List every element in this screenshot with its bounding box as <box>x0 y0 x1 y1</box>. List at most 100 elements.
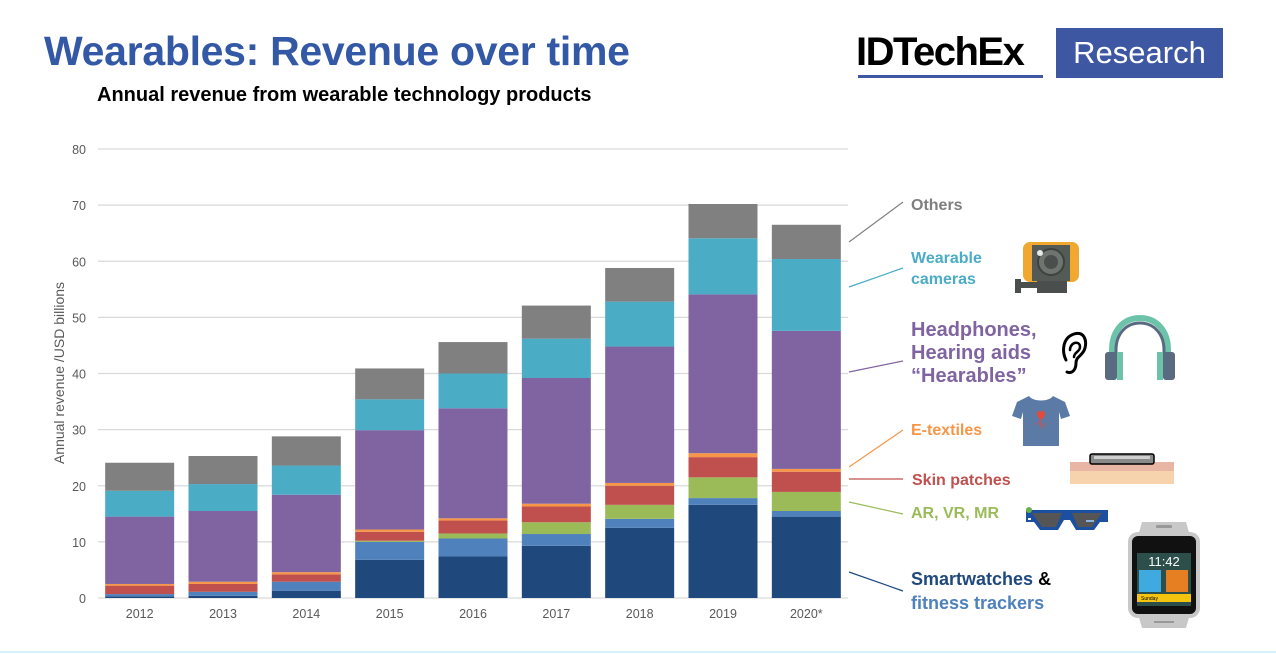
bar-segment <box>271 581 341 591</box>
legend-leader-lines <box>848 201 904 592</box>
bar-segment <box>271 436 341 466</box>
legend-hearables-line2: Hearing aids <box>911 342 1032 364</box>
bar-segment <box>605 267 675 302</box>
ear-icon <box>1062 331 1088 374</box>
legend-cameras-line2: cameras <box>911 271 976 288</box>
bar-segment <box>355 430 425 530</box>
chart-subtitle: Annual revenue from wearable technology … <box>97 84 592 106</box>
bar-segment <box>105 490 175 517</box>
legend-others: Others <box>911 197 963 214</box>
bar-segment <box>188 591 258 596</box>
legend-hearables-line1: Headphones, <box>911 319 1037 341</box>
legend-leader-line <box>848 571 904 592</box>
x-axis-ticks: 2012 2013 2014 2015 2016 2017 2018 2019 2020* <box>126 607 823 621</box>
watch-day: Sunday <box>1141 596 1158 602</box>
bar-stack <box>355 368 425 598</box>
legend-leader-line <box>848 201 904 243</box>
bar-segment <box>688 498 758 505</box>
bar-segment <box>271 574 341 582</box>
bar-segment <box>271 590 341 598</box>
bar-segment <box>688 477 758 499</box>
legend-cameras-line1: Wearable <box>911 250 982 267</box>
bar-segment <box>438 408 508 519</box>
bar-segment <box>771 224 841 260</box>
legend-leader-line <box>848 501 904 515</box>
legend-smartwatches: Smartwatches <box>911 569 1034 589</box>
headphones-icon <box>1105 314 1175 380</box>
x-tick-label: 2015 <box>376 607 404 621</box>
bar-segment <box>105 462 175 491</box>
legend-wearable-cameras: Wearable cameras <box>911 248 982 290</box>
bar-segment <box>688 457 758 478</box>
x-tick-label: 2012 <box>126 607 154 621</box>
logo-underline <box>858 75 1043 78</box>
x-tick-label: 2019 <box>709 607 737 621</box>
bar-segment <box>355 531 425 541</box>
bar-segment <box>105 516 175 584</box>
bar-stack <box>105 462 175 598</box>
y-tick-label: 0 <box>79 592 86 606</box>
x-tick-label: 2018 <box>626 607 654 621</box>
bar-segment <box>521 305 591 339</box>
bar-segment <box>438 342 508 374</box>
bar-segment <box>355 529 425 532</box>
bar-segment <box>271 465 341 495</box>
y-axis-label: Annual revenue /USD billions <box>51 282 67 464</box>
bar-segment <box>438 556 508 598</box>
legend-skin-patches: Skin patches <box>912 472 1011 489</box>
legend-fitness-trackers: fitness trackers <box>911 593 1045 613</box>
x-tick-label: 2016 <box>459 607 487 621</box>
x-tick-label: 2020* <box>790 607 823 621</box>
bar-segment <box>438 373 508 409</box>
bar-segment <box>521 534 591 546</box>
bar-segment <box>271 494 341 573</box>
bar-segment <box>355 368 425 400</box>
bar-segment <box>605 301 675 347</box>
bar-segment <box>771 516 841 598</box>
bar-segment <box>438 518 508 521</box>
bar-segment <box>355 399 425 431</box>
bar-segment <box>688 294 758 454</box>
legend-leader-line <box>848 267 904 288</box>
legend-hearables: Headphones, Hearing aids “Hearables” <box>911 319 1037 388</box>
bar-segment <box>438 520 508 534</box>
legend-leader-line <box>848 360 904 373</box>
bar-segment <box>521 377 591 504</box>
bar-segment <box>688 504 758 598</box>
bar-segment <box>521 545 591 598</box>
bar-segment <box>605 527 675 598</box>
footer-divider <box>0 651 1276 653</box>
x-tick-label: 2013 <box>209 607 237 621</box>
logo-wordmark: IDTechEx <box>856 30 1025 74</box>
smartwatch-icon: 11:42 Sunday <box>1128 522 1200 628</box>
bar-segment <box>605 504 675 519</box>
bar-stack <box>521 305 591 598</box>
y-tick-label: 10 <box>72 536 86 550</box>
bar-segment <box>605 482 675 486</box>
legend-smartwatches-fitness: Smartwatches & fitness trackers <box>911 567 1051 615</box>
bar-segment <box>105 585 175 595</box>
bar-segment <box>188 456 258 485</box>
bar-segment <box>688 453 758 458</box>
bar-segment <box>605 346 675 483</box>
y-tick-label: 50 <box>72 311 86 325</box>
bar-segment <box>188 595 258 598</box>
bar-segment <box>105 583 175 586</box>
bar-segment <box>521 503 591 507</box>
bar-segment <box>688 238 758 295</box>
x-tick-label: 2017 <box>542 607 570 621</box>
bar-segment <box>355 559 425 598</box>
bar-segment <box>105 596 175 598</box>
bar-segment <box>188 511 258 582</box>
bar-stack <box>271 436 341 598</box>
bar-segment <box>188 581 258 584</box>
bar-segment <box>188 583 258 592</box>
y-tick-label: 80 <box>72 143 86 157</box>
bar-stack <box>605 267 675 598</box>
bar-segment <box>605 485 675 505</box>
legend-ampersand: & <box>1033 569 1052 589</box>
bar-segment <box>771 259 841 331</box>
y-tick-label: 70 <box>72 199 86 213</box>
bar-stack <box>688 204 758 598</box>
y-tick-label: 40 <box>72 368 86 382</box>
